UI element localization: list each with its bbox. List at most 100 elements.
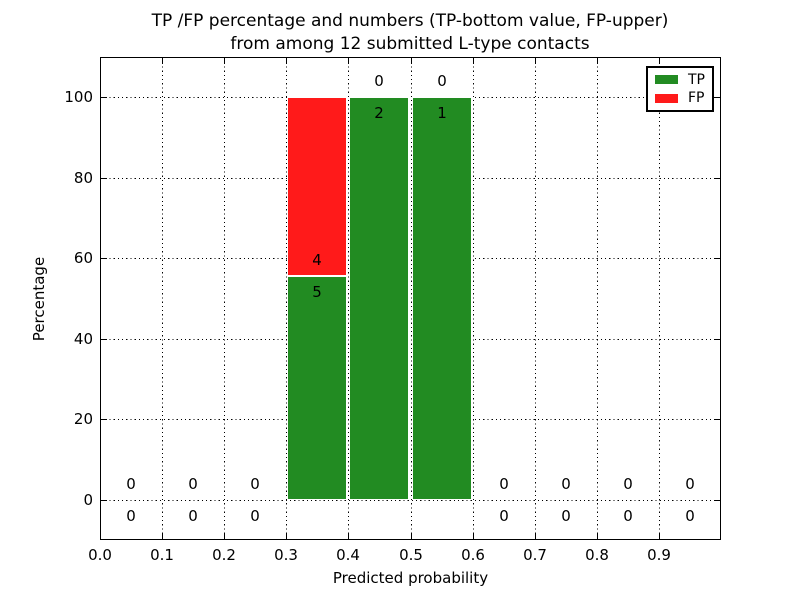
gridline-y <box>101 97 720 98</box>
x-tick-label: 0.2 <box>212 546 236 564</box>
y-tickmark-right <box>714 500 720 501</box>
gridline-y <box>101 339 720 340</box>
x-tick-label: 0.5 <box>399 546 423 564</box>
tp-count-label: 0 <box>126 507 136 525</box>
x-tickmark-top <box>286 58 287 64</box>
x-tickmark-top <box>348 58 349 64</box>
tp-count-label: 0 <box>685 507 695 525</box>
x-tickmark-top <box>597 58 598 64</box>
x-tick-label: 0.4 <box>336 546 360 564</box>
fp-count-label: 0 <box>126 475 136 493</box>
tp-count-label: 0 <box>188 507 198 525</box>
x-tickmark-bottom <box>286 533 287 539</box>
x-tickmark-bottom <box>348 533 349 539</box>
x-tickmark-top <box>659 58 660 64</box>
gridline-y <box>101 500 720 501</box>
gridline-y <box>101 419 720 420</box>
fp-count-label: 0 <box>250 475 260 493</box>
legend-label-tp: TP <box>688 71 705 88</box>
y-tick-label: 100 <box>64 88 93 106</box>
x-tick-label: 0.9 <box>647 546 671 564</box>
gridline-x <box>224 58 225 539</box>
x-tickmark-top <box>473 58 474 64</box>
y-tickmark-right <box>714 339 720 340</box>
bar-tp-segment <box>349 97 409 500</box>
x-tick-label: 0.8 <box>585 546 609 564</box>
y-tick-label: 20 <box>73 410 93 428</box>
y-tickmark-right <box>714 258 720 259</box>
gridline-x <box>535 58 536 539</box>
fp-count-label: 0 <box>437 72 447 90</box>
x-tickmark-top <box>162 58 163 64</box>
x-tick-label: 0.0 <box>88 546 112 564</box>
x-tickmark-bottom <box>100 533 101 539</box>
y-tickmark-left <box>101 500 107 501</box>
chart-title-line1: TP /FP percentage and numbers (TP-bottom… <box>151 11 669 31</box>
gridline-x <box>411 58 412 539</box>
x-axis-label: Predicted probability <box>332 569 489 587</box>
y-tickmark-right <box>714 419 720 420</box>
gridline-x <box>348 58 349 539</box>
gridline-x <box>162 58 163 539</box>
gridline-y <box>101 258 720 259</box>
tp-count-label: 0 <box>623 507 633 525</box>
gridline-x <box>597 58 598 539</box>
gridline-x <box>473 58 474 539</box>
x-tickmark-bottom <box>411 533 412 539</box>
x-tickmark-bottom <box>162 533 163 539</box>
fp-count-label: 4 <box>312 251 322 269</box>
x-tick-label: 0.1 <box>150 546 174 564</box>
fp-count-label: 0 <box>685 475 695 493</box>
tp-count-label: 0 <box>561 507 571 525</box>
gridline-y <box>101 178 720 179</box>
y-tickmark-left <box>101 258 107 259</box>
fp-count-label: 0 <box>499 475 509 493</box>
gridline-x <box>659 58 660 539</box>
x-tick-label: 0.7 <box>523 546 547 564</box>
legend-row-tp: TP <box>655 73 705 87</box>
y-tickmark-right <box>714 178 720 179</box>
bar-tp-segment <box>412 97 472 500</box>
y-tickmark-left <box>101 178 107 179</box>
x-tickmark-top <box>535 58 536 64</box>
chart-title-line2: from among 12 submitted L-type contacts <box>230 34 590 54</box>
plot-area <box>100 57 721 540</box>
y-tick-label: 60 <box>73 249 93 267</box>
x-tick-label: 0.6 <box>461 546 485 564</box>
bar-fp-segment <box>287 97 347 276</box>
tp-count-label: 0 <box>499 507 509 525</box>
y-axis-label: Percentage <box>30 256 48 342</box>
bar-tp-segment <box>287 276 347 500</box>
x-tickmark-top <box>411 58 412 64</box>
x-tickmark-bottom <box>659 533 660 539</box>
tp-count-label: 0 <box>250 507 260 525</box>
gridline-x <box>286 58 287 539</box>
y-tickmark-right <box>714 97 720 98</box>
x-tickmark-top <box>100 58 101 64</box>
fp-legend-swatch <box>655 93 678 103</box>
x-tickmark-bottom <box>597 533 598 539</box>
tp-count-label: 2 <box>374 104 384 122</box>
y-tick-label: 40 <box>73 330 93 348</box>
x-tickmark-bottom <box>473 533 474 539</box>
y-tick-label: 80 <box>73 169 93 187</box>
x-tickmark-bottom <box>224 533 225 539</box>
y-tickmark-left <box>101 419 107 420</box>
y-tickmark-left <box>101 339 107 340</box>
x-tick-label: 0.3 <box>274 546 298 564</box>
fp-count-label: 0 <box>561 475 571 493</box>
fp-count-label: 0 <box>623 475 633 493</box>
legend-label-fp: FP <box>688 90 705 107</box>
chart-title: TP /FP percentage and numbers (TP-bottom… <box>60 10 760 56</box>
y-tick-label: 0 <box>83 491 93 509</box>
x-tickmark-top <box>224 58 225 64</box>
fp-count-label: 0 <box>188 475 198 493</box>
legend-row-fp: FP <box>655 91 705 105</box>
legend: TP FP <box>646 66 714 112</box>
tp-count-label: 1 <box>437 104 447 122</box>
x-tickmark-bottom <box>535 533 536 539</box>
fp-count-label: 0 <box>374 72 384 90</box>
tp-count-label: 5 <box>312 283 322 301</box>
